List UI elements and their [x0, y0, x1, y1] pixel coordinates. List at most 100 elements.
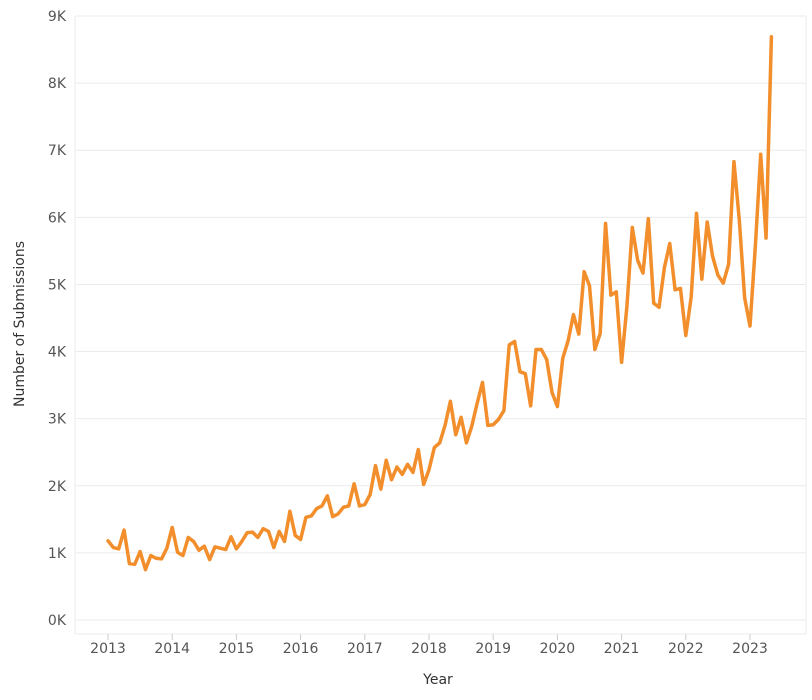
data-point	[342, 505, 345, 509]
data-point	[336, 512, 340, 516]
data-point	[229, 535, 233, 539]
data-point	[620, 360, 623, 364]
data-point	[737, 218, 741, 222]
data-point	[352, 482, 356, 486]
data-point	[561, 356, 565, 360]
data-point	[197, 548, 201, 552]
data-point	[454, 433, 458, 437]
data-point	[368, 493, 372, 496]
data-point	[293, 534, 297, 537]
y-tick-label: 9K	[48, 9, 67, 25]
data-point	[218, 546, 222, 550]
data-point	[705, 220, 709, 224]
data-point	[192, 540, 196, 543]
y-tick-label: 0K	[48, 613, 67, 629]
data-point	[154, 556, 158, 560]
data-point	[646, 217, 650, 221]
data-point	[106, 539, 110, 543]
data-point	[593, 348, 597, 351]
data-point	[663, 266, 666, 270]
data-point	[320, 504, 324, 508]
x-tick-label: 2013	[90, 641, 126, 657]
data-point	[213, 545, 217, 549]
data-point	[149, 554, 153, 557]
x-tick-label: 2014	[154, 641, 190, 657]
data-point	[384, 458, 388, 462]
data-point	[566, 339, 570, 343]
data-point	[422, 483, 426, 486]
data-point	[304, 515, 308, 519]
data-point	[267, 530, 270, 533]
series-layer	[106, 35, 774, 572]
data-point	[668, 242, 672, 245]
data-point	[208, 558, 212, 561]
x-tick-label: 2016	[283, 641, 319, 657]
data-point	[529, 404, 533, 408]
y-tick-label: 2K	[48, 479, 67, 495]
data-point	[748, 324, 752, 328]
y-axis-ticks: 0K 1K 2K 3K 4K 5K 6K 7K 8K 9K	[48, 9, 67, 629]
data-point	[251, 530, 254, 534]
data-point	[411, 470, 415, 474]
series-line-submissions	[106, 35, 774, 572]
data-point	[133, 562, 137, 566]
data-point	[727, 262, 730, 266]
data-point	[443, 423, 447, 427]
data-point	[556, 405, 559, 408]
data-point	[272, 546, 276, 549]
data-point	[507, 343, 511, 347]
y-tick-label: 5K	[48, 277, 67, 293]
data-point	[641, 271, 645, 275]
data-point	[491, 423, 495, 427]
data-point	[695, 211, 698, 215]
y-axis-title: Number of Submissions	[12, 241, 28, 407]
data-point	[127, 562, 131, 566]
data-point	[636, 258, 640, 262]
x-tick-label: 2019	[475, 641, 511, 657]
data-point	[176, 550, 179, 554]
data-point	[235, 547, 238, 551]
data-point	[604, 221, 607, 225]
data-point	[614, 290, 618, 294]
data-point	[572, 313, 575, 317]
data-point	[309, 514, 313, 518]
data-point	[716, 273, 720, 277]
x-tick-label: 2015	[219, 641, 255, 657]
data-point	[165, 546, 169, 550]
data-point	[673, 288, 677, 292]
data-point	[283, 540, 286, 543]
data-point	[288, 509, 292, 513]
data-point	[545, 358, 549, 362]
data-point	[459, 415, 463, 419]
y-tick-label: 8K	[48, 76, 67, 92]
data-point	[406, 462, 409, 466]
data-point	[400, 472, 404, 476]
data-point	[160, 557, 163, 561]
data-point	[657, 305, 661, 309]
data-point	[539, 348, 543, 351]
data-point	[609, 293, 613, 297]
data-point	[577, 332, 581, 336]
data-point	[144, 568, 147, 572]
data-point	[427, 468, 431, 472]
data-point	[753, 244, 757, 248]
data-point	[550, 391, 554, 394]
data-point	[358, 504, 361, 508]
data-point	[449, 399, 452, 403]
x-axis-ticks: 2013 2014 2015 2016 2017 2018 2019 2020 2021 2022…	[90, 634, 768, 657]
data-point	[689, 295, 693, 299]
data-point	[395, 465, 399, 469]
data-point	[523, 372, 527, 376]
data-point	[186, 536, 190, 539]
data-point	[117, 547, 121, 551]
data-point	[481, 381, 484, 384]
data-point	[625, 304, 629, 308]
x-tick-label: 2018	[411, 641, 447, 657]
data-point	[588, 284, 591, 288]
data-point	[684, 334, 688, 337]
data-point	[534, 348, 538, 351]
y-tick-label: 4K	[48, 345, 67, 361]
y-tick-label: 1K	[48, 546, 67, 562]
data-point	[465, 441, 468, 445]
x-axis-title: Year	[422, 672, 453, 688]
